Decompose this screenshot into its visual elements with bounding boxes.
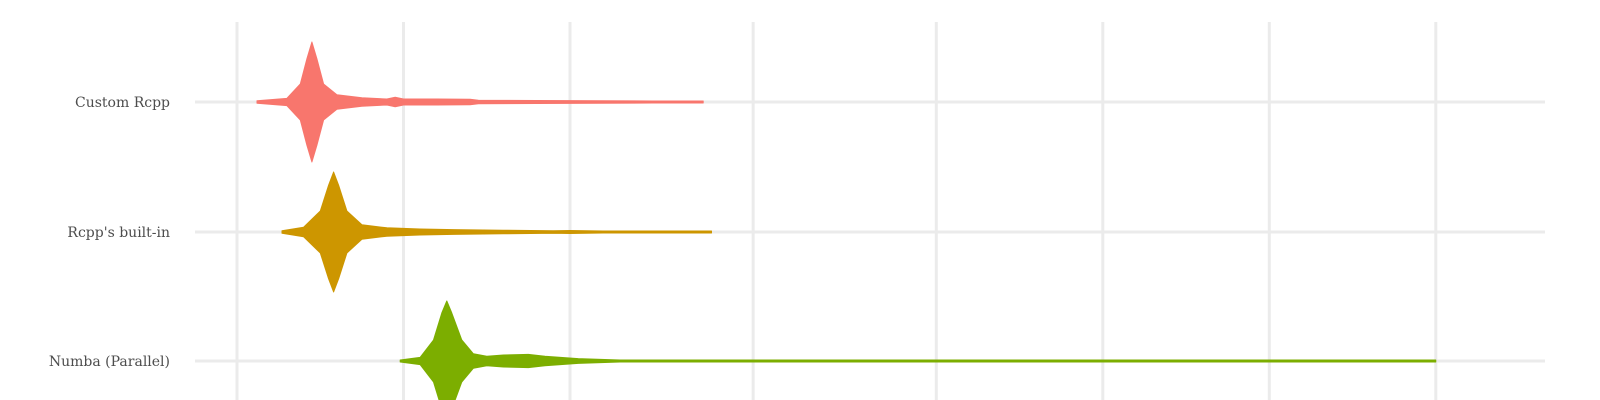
category-label: Rcpp's built-in (67, 225, 170, 241)
category-label: Custom Rcpp (75, 95, 170, 111)
category-axis: Custom Rcpp Rcpp's built-in Numba (Paralle… (49, 95, 170, 370)
violin-1 (281, 171, 712, 293)
category-label: Numba (Parallel) (49, 354, 170, 370)
grid-layer (195, 22, 1545, 400)
violin-2 (399, 300, 1437, 400)
violin-0 (256, 41, 704, 163)
violin-layer (256, 41, 1437, 400)
